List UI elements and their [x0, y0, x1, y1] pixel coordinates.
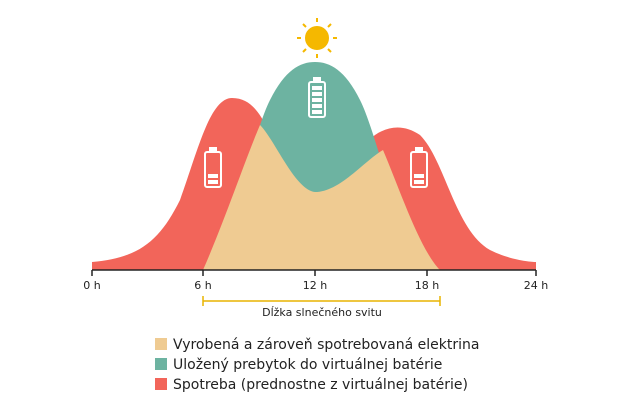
sun-icon: [297, 18, 337, 58]
battery-icon: [410, 147, 428, 188]
legend-swatch: [155, 338, 167, 350]
sunshine-bracket: [202, 296, 441, 306]
consumption-area: [92, 98, 536, 270]
annotation: Dĺžka slnečného svitu: [262, 306, 382, 319]
self-consumed-area: [203, 125, 440, 270]
tick-label: 18 h: [415, 279, 439, 292]
battery-icon: [308, 77, 326, 118]
tick-label: 12 h: [303, 279, 327, 292]
legend-label: Vyrobená a zároveň spotrebovaná elektrin…: [173, 337, 479, 353]
tick-label: 0 h: [83, 279, 100, 292]
legend-label: Spotreba (prednostne z virtuálnej batéri…: [173, 377, 468, 393]
legend-label: Uložený prebytok do virtuálnej batérie: [173, 357, 442, 373]
legend-swatch: [155, 358, 167, 370]
tick-label: 24 h: [524, 279, 548, 292]
battery-icon: [204, 147, 222, 188]
tick-label: 6 h: [194, 279, 211, 292]
legend-swatch: [155, 378, 167, 390]
